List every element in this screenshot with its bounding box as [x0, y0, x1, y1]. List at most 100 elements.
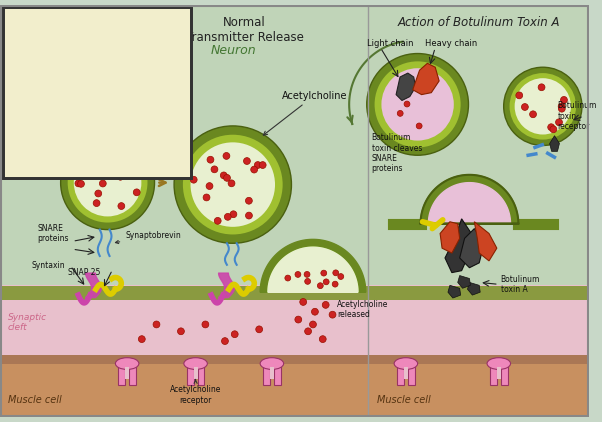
Bar [3, 7, 191, 178]
Text: Syntaxin: Syntaxin [31, 261, 65, 270]
Bar [0, 286, 368, 300]
Circle shape [111, 91, 114, 94]
Bar [270, 368, 274, 379]
Bar [197, 364, 205, 385]
Circle shape [58, 85, 61, 88]
Polygon shape [413, 63, 439, 95]
Circle shape [214, 217, 221, 224]
Text: Light chain: Light chain [367, 39, 413, 48]
Text: Botulinum
toxin A: Botulinum toxin A [501, 275, 540, 294]
Circle shape [60, 89, 63, 92]
Text: Neuromuscular Junction: Neuromuscular Junction [31, 14, 163, 23]
Circle shape [515, 78, 571, 135]
Circle shape [138, 335, 145, 343]
Circle shape [367, 54, 468, 155]
Circle shape [93, 200, 100, 206]
Circle shape [74, 149, 141, 216]
Circle shape [285, 275, 291, 281]
Text: Normal
Transmitter Release: Normal Transmitter Release [185, 16, 303, 44]
Circle shape [246, 212, 252, 219]
Circle shape [203, 194, 210, 201]
Circle shape [115, 84, 117, 87]
Bar [490, 364, 497, 385]
Text: Muscle cell: Muscle cell [376, 395, 430, 405]
Circle shape [300, 298, 306, 306]
Circle shape [311, 308, 318, 315]
Circle shape [402, 90, 408, 96]
Circle shape [231, 331, 238, 338]
Circle shape [82, 62, 98, 78]
Bar [368, 355, 589, 364]
Text: Muscle cell: Muscle cell [8, 395, 61, 405]
Circle shape [111, 95, 114, 97]
Circle shape [322, 301, 329, 308]
Circle shape [223, 152, 230, 160]
Bar [274, 364, 281, 385]
Text: SNARE
proteins: SNARE proteins [37, 224, 69, 243]
Circle shape [516, 92, 523, 99]
Text: Synaptic
cleft: Synaptic cleft [8, 313, 47, 332]
Circle shape [104, 77, 107, 80]
Text: Heavy chain: Heavy chain [426, 39, 478, 48]
Bar [368, 286, 589, 300]
Circle shape [174, 126, 291, 243]
Circle shape [183, 135, 283, 235]
Circle shape [105, 77, 121, 93]
Polygon shape [550, 136, 559, 151]
Circle shape [109, 92, 111, 95]
Polygon shape [458, 276, 470, 288]
Circle shape [550, 126, 557, 133]
Circle shape [99, 74, 102, 77]
Polygon shape [440, 222, 460, 253]
Polygon shape [468, 282, 480, 295]
Circle shape [84, 171, 91, 178]
Ellipse shape [487, 358, 510, 369]
Polygon shape [41, 54, 130, 141]
Circle shape [538, 84, 545, 91]
Polygon shape [460, 229, 484, 268]
Circle shape [98, 158, 105, 165]
Circle shape [255, 162, 261, 168]
Circle shape [153, 321, 160, 328]
Bar [263, 364, 270, 385]
Text: Synaptobrevin: Synaptobrevin [116, 231, 181, 243]
Bar [368, 5, 589, 290]
Circle shape [69, 85, 84, 100]
Circle shape [295, 271, 301, 277]
Ellipse shape [184, 358, 207, 369]
Bar [119, 364, 125, 385]
Circle shape [220, 172, 227, 179]
Circle shape [305, 328, 311, 335]
Text: Acetylcholine
released: Acetylcholine released [337, 300, 389, 319]
Bar [397, 364, 404, 385]
Circle shape [93, 83, 96, 86]
Text: Muscle cell: Muscle cell [83, 154, 129, 163]
Bar [497, 368, 501, 379]
Circle shape [102, 87, 117, 103]
Bar [404, 368, 408, 379]
Circle shape [332, 281, 338, 287]
Circle shape [374, 61, 461, 147]
Circle shape [382, 68, 454, 141]
Ellipse shape [116, 358, 139, 369]
Circle shape [321, 270, 327, 276]
Circle shape [95, 69, 111, 85]
Circle shape [560, 97, 567, 103]
Circle shape [223, 174, 231, 181]
Circle shape [206, 183, 213, 189]
Circle shape [117, 173, 124, 180]
Circle shape [559, 105, 565, 112]
Circle shape [558, 103, 565, 110]
Circle shape [113, 82, 116, 85]
Circle shape [397, 111, 403, 116]
Circle shape [102, 166, 109, 173]
Circle shape [90, 88, 93, 91]
Bar [0, 357, 368, 417]
Circle shape [509, 73, 576, 140]
Bar [0, 5, 368, 290]
Bar [129, 364, 136, 385]
Circle shape [86, 79, 102, 95]
Circle shape [96, 83, 99, 86]
Circle shape [259, 162, 266, 168]
Circle shape [107, 152, 114, 159]
